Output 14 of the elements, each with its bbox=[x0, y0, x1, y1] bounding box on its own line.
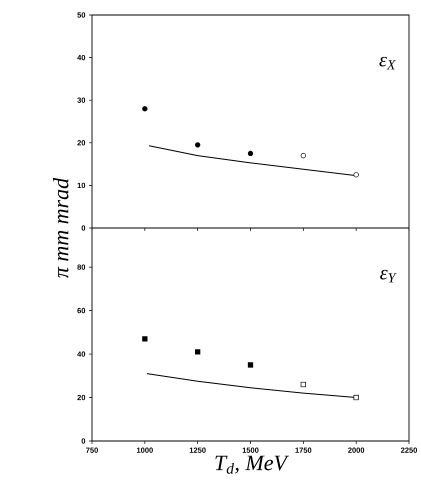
point bbox=[142, 336, 148, 342]
y-axis-title: π mm mrad bbox=[52, 178, 68, 278]
point bbox=[300, 152, 306, 158]
point bbox=[195, 349, 200, 355]
annotation: ε$_{X}$ bbox=[379, 56, 396, 70]
point bbox=[248, 150, 254, 156]
point bbox=[354, 394, 359, 400]
point bbox=[142, 106, 148, 112]
point bbox=[248, 362, 254, 368]
point bbox=[300, 382, 306, 388]
annotation: ε$_{Y}$ bbox=[380, 270, 397, 282]
x-axis-title: T$_{d}$, MeV bbox=[215, 456, 290, 474]
point bbox=[195, 142, 200, 148]
point bbox=[354, 172, 359, 178]
